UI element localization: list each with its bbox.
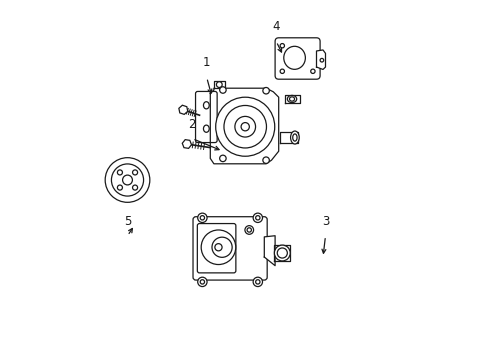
Ellipse shape bbox=[105, 158, 149, 202]
FancyBboxPatch shape bbox=[193, 217, 266, 280]
Ellipse shape bbox=[290, 131, 299, 144]
Ellipse shape bbox=[132, 170, 137, 175]
Polygon shape bbox=[264, 236, 275, 266]
Ellipse shape bbox=[292, 134, 296, 141]
Ellipse shape bbox=[197, 277, 206, 287]
FancyBboxPatch shape bbox=[275, 38, 320, 79]
Polygon shape bbox=[274, 245, 289, 261]
Ellipse shape bbox=[283, 46, 305, 69]
Text: 4: 4 bbox=[272, 21, 279, 33]
Ellipse shape bbox=[122, 175, 132, 185]
Ellipse shape bbox=[244, 226, 253, 234]
Ellipse shape bbox=[253, 213, 262, 222]
Text: 5: 5 bbox=[123, 215, 131, 228]
Ellipse shape bbox=[215, 97, 274, 156]
Ellipse shape bbox=[263, 87, 269, 94]
Ellipse shape bbox=[289, 97, 294, 101]
Polygon shape bbox=[210, 88, 278, 164]
Ellipse shape bbox=[117, 170, 122, 175]
Ellipse shape bbox=[280, 69, 284, 73]
Polygon shape bbox=[316, 50, 325, 69]
Ellipse shape bbox=[203, 102, 209, 109]
Text: 1: 1 bbox=[203, 57, 210, 69]
FancyBboxPatch shape bbox=[197, 224, 235, 273]
Text: 3: 3 bbox=[321, 215, 328, 228]
Ellipse shape bbox=[203, 125, 209, 132]
Ellipse shape bbox=[200, 280, 204, 284]
Ellipse shape bbox=[320, 58, 323, 62]
Text: 2: 2 bbox=[188, 118, 196, 131]
Ellipse shape bbox=[111, 164, 143, 196]
Ellipse shape bbox=[214, 244, 222, 251]
Ellipse shape bbox=[219, 87, 225, 93]
FancyBboxPatch shape bbox=[195, 91, 217, 143]
Ellipse shape bbox=[132, 185, 137, 190]
Ellipse shape bbox=[201, 230, 235, 265]
Ellipse shape bbox=[200, 216, 204, 220]
Polygon shape bbox=[279, 132, 297, 143]
Polygon shape bbox=[213, 81, 224, 88]
Ellipse shape bbox=[255, 280, 260, 284]
Ellipse shape bbox=[280, 44, 284, 48]
Ellipse shape bbox=[253, 277, 262, 287]
Ellipse shape bbox=[219, 155, 225, 162]
Ellipse shape bbox=[241, 123, 249, 131]
Polygon shape bbox=[284, 95, 299, 103]
Ellipse shape bbox=[197, 213, 206, 222]
Ellipse shape bbox=[117, 185, 122, 190]
Ellipse shape bbox=[216, 82, 222, 87]
Ellipse shape bbox=[310, 69, 314, 73]
Ellipse shape bbox=[255, 216, 260, 220]
Ellipse shape bbox=[212, 237, 232, 257]
Ellipse shape bbox=[224, 105, 266, 148]
Ellipse shape bbox=[274, 245, 289, 261]
Ellipse shape bbox=[246, 228, 251, 232]
Ellipse shape bbox=[277, 248, 287, 258]
Ellipse shape bbox=[234, 116, 255, 137]
Ellipse shape bbox=[263, 157, 269, 163]
Ellipse shape bbox=[287, 95, 296, 103]
